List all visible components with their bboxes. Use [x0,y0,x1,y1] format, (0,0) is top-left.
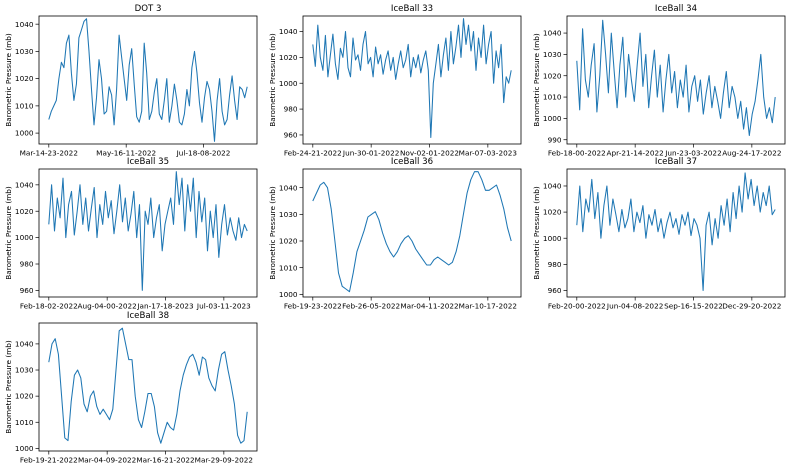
y-tick-label: 1020 [279,237,298,246]
y-tick-label: 1000 [15,129,34,138]
y-tick-label: 1000 [15,444,34,453]
x-tick-label: Apr-21-14-2022 [607,149,664,158]
chart-title: IceBall 36 [391,157,433,167]
x-tick-label: Jul-03-11-2023 [196,302,251,311]
y-tick-label: 1000 [543,234,562,243]
axes-frame [38,322,258,452]
data-line [576,19,776,137]
x-tick-label: Dec-29-20-2022 [722,302,781,311]
data-line [576,172,776,292]
y-tick-label: 1020 [543,208,562,217]
y-axis-label: Barometric Pressure (mb) [4,186,13,280]
y-tick-label: 1030 [15,47,34,56]
data-line [312,171,512,293]
y-tick-label: 1000 [15,233,34,242]
y-tick-label: 960 [548,286,562,295]
y-tick-label: 1000 [543,114,562,123]
y-tick-label: 960 [284,131,298,140]
y-tick-label: 1020 [279,53,298,62]
y-tick-label: 1030 [279,210,298,219]
y-axis-label: Barometric Pressure (mb) [268,33,277,127]
axes-frame [38,168,258,298]
subplot-2: 960 980 1000 1020 1040 Feb-24-21-2022 Jun-30-0… [268,4,522,158]
x-tick-label: May-16-11-2022 [96,149,156,158]
x-tick-label: Jun-04-08-2022 [606,302,663,311]
y-tick-label: 1030 [15,366,34,375]
subplot-1: 1000 1010 1020 1030 1040 Mar-14-23-2022 May-16… [4,4,258,158]
y-tick-label: 1010 [543,93,562,102]
axes-frame [566,168,786,298]
chart-title: IceBall 34 [655,4,697,14]
y-tick-label: 1010 [15,101,34,110]
y-tick-label: 1040 [543,29,562,38]
axes-frame [302,15,522,145]
subplot-6: 960 980 1000 1020 1040 Feb-20-00-2022 Jun-04-0… [532,157,786,311]
y-tick-label: 1040 [279,27,298,36]
y-tick-label: 1020 [543,71,562,80]
y-axis-label: Barometric Pressure (mb) [4,33,13,127]
y-axis-label: Barometric Pressure (mb) [268,186,277,280]
y-tick-label: 1020 [15,74,34,83]
y-tick-label: 1040 [15,20,34,29]
x-tick-label: Jun-23-03-2022 [664,149,721,158]
data-line [312,18,512,139]
y-tick-label: 1010 [15,418,34,427]
x-tick-label: Aug-04-00-2022 [78,302,137,311]
y-tick-label: 1020 [15,392,34,401]
y-tick-label: 960 [20,286,34,295]
x-tick-label: Jan-17-18-2023 [136,302,194,311]
data-line [48,18,248,142]
y-tick-label: 1000 [279,290,298,299]
x-tick-label: Feb-24-21-2022 [284,149,342,158]
x-tick-label: Nov-02-01-2022 [400,149,459,158]
x-tick-label: Feb-20-00-2022 [548,302,606,311]
y-tick-label: 980 [548,260,562,269]
x-tick-label: Jul-18-08-2022 [176,149,231,158]
x-tick-label: Mar-16-21-2022 [136,456,194,465]
subplot-7: 1000 1010 1020 1030 1040 Feb-19-21-2022 Mar-04… [4,311,258,465]
y-tick-label: 1020 [15,207,34,216]
axes-frame [302,168,522,298]
subplot-3: 990 1000 1010 1020 1030 1040 Feb-18-00-2022 Apr… [532,4,786,158]
chart-title: IceBall 35 [127,157,169,167]
y-tick-label: 1040 [15,180,34,189]
axes-frame [38,15,258,145]
y-tick-label: 990 [548,135,562,144]
x-tick-label: Mar-10-17-2022 [459,302,517,311]
chart-title: IceBall 33 [391,4,433,14]
data-line [48,171,248,291]
x-tick-label: Mar-04-11-2022 [400,302,458,311]
y-tick-label: 1040 [279,183,298,192]
y-tick-label: 1010 [279,263,298,272]
x-tick-label: Feb-18-00-2022 [548,149,606,158]
chart-title: IceBall 37 [655,157,697,167]
chart-title: DOT 3 [135,4,162,14]
y-tick-label: 1040 [15,339,34,348]
x-tick-label: Feb-26-05-2022 [342,302,400,311]
axes-frame [566,15,786,145]
y-tick-label: 1030 [543,50,562,59]
y-tick-label: 1000 [279,79,298,88]
x-tick-label: Sep-16-15-2022 [664,302,723,311]
x-tick-label: Mar-14-23-2022 [20,149,78,158]
x-tick-label: Jun-30-01-2022 [342,149,399,158]
y-axis-label: Barometric Pressure (mb) [4,340,13,434]
y-axis-label: Barometric Pressure (mb) [532,33,541,127]
y-tick-label: 1040 [543,182,562,191]
x-tick-label: Aug-24-17-2022 [722,149,781,158]
x-tick-label: Mar-29-09-2022 [195,456,253,465]
x-tick-label: Feb-19-23-2022 [284,302,342,311]
x-tick-label: Feb-18-02-2022 [20,302,78,311]
x-tick-label: Feb-19-21-2022 [20,456,78,465]
x-tick-label: Mar-07-03-2023 [459,149,518,158]
subplot-5: 1000 1010 1020 1030 1040 Feb-19-23-2022 Feb-26… [268,157,522,311]
chart-title: IceBall 38 [127,311,169,321]
y-tick-label: 980 [20,260,34,269]
y-axis-label: Barometric Pressure (mb) [532,186,541,280]
x-tick-label: Mar-04-09-2022 [78,456,136,465]
data-line [48,327,248,444]
y-tick-label: 980 [284,105,298,114]
subplot-4: 960 980 1000 1020 1040 Feb-18-02-2022 Aug-04-0… [4,157,258,311]
